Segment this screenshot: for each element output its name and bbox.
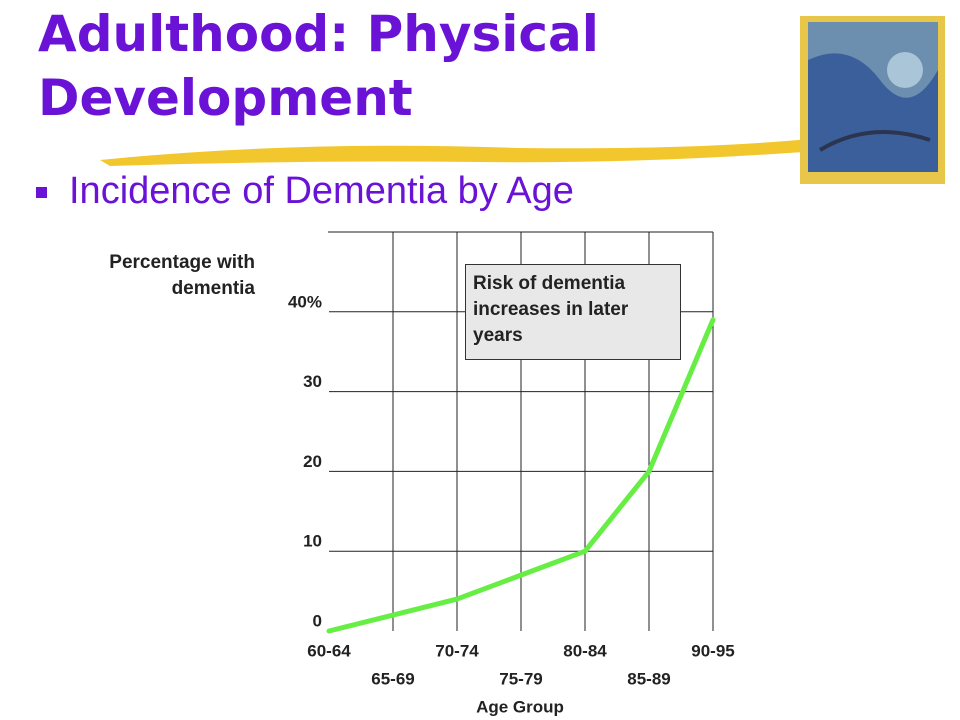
bullet-text: Incidence of Dementia by Age	[69, 170, 574, 212]
annotation: Risk of dementia increases in later year…	[465, 264, 681, 360]
x-tick-label: 90-95	[691, 641, 734, 660]
brush-stroke	[100, 138, 830, 166]
x-tick-label: 60-64	[307, 641, 351, 660]
x-axis-label: Age Group	[476, 697, 564, 716]
y-tick-label: 30	[303, 372, 322, 391]
slide-title: Adulthood: Physical Development	[38, 5, 599, 127]
y-tick-label: 10	[303, 532, 322, 551]
picture	[800, 16, 945, 184]
x-tick-label: 70-74	[435, 641, 479, 660]
x-tick-label: 85-89	[627, 669, 670, 688]
data-line	[326, 317, 716, 634]
y-tick-label: 20	[303, 452, 322, 471]
x-tick-label: 75-79	[499, 669, 542, 688]
x-tick-label: 65-69	[371, 669, 414, 688]
bullet: Incidence of Dementia by Age	[36, 170, 574, 213]
y-axis-label: Percentage with dementia	[109, 252, 255, 299]
y-tick-label: 0	[313, 611, 322, 630]
y-tick-label: 40%	[288, 292, 322, 311]
x-tick-label: 80-84	[563, 641, 607, 660]
